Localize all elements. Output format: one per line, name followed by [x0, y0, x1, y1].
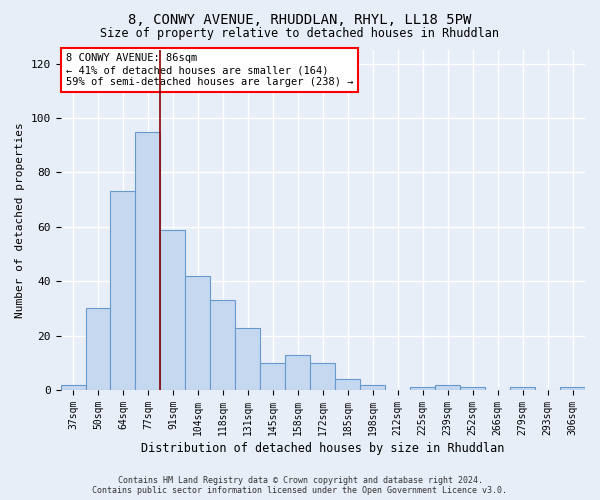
Bar: [410, 388, 435, 390]
Bar: [335, 379, 360, 390]
Bar: [310, 363, 335, 390]
X-axis label: Distribution of detached houses by size in Rhuddlan: Distribution of detached houses by size …: [141, 442, 505, 455]
Text: Contains HM Land Registry data © Crown copyright and database right 2024.
Contai: Contains HM Land Registry data © Crown c…: [92, 476, 508, 495]
Bar: [136, 132, 160, 390]
Bar: [460, 388, 485, 390]
Bar: [160, 230, 185, 390]
Text: 8, CONWY AVENUE, RHUDDLAN, RHYL, LL18 5PW: 8, CONWY AVENUE, RHUDDLAN, RHYL, LL18 5P…: [128, 12, 472, 26]
Y-axis label: Number of detached properties: Number of detached properties: [15, 122, 25, 318]
Bar: [435, 384, 460, 390]
Bar: [235, 328, 260, 390]
Text: Size of property relative to detached houses in Rhuddlan: Size of property relative to detached ho…: [101, 28, 499, 40]
Bar: [286, 354, 310, 390]
Bar: [510, 388, 535, 390]
Text: 8 CONWY AVENUE: 86sqm
← 41% of detached houses are smaller (164)
59% of semi-det: 8 CONWY AVENUE: 86sqm ← 41% of detached …: [66, 54, 353, 86]
Bar: [560, 388, 585, 390]
Bar: [360, 384, 385, 390]
Bar: [260, 363, 286, 390]
Bar: [86, 308, 110, 390]
Bar: [211, 300, 235, 390]
Bar: [61, 384, 86, 390]
Bar: [110, 192, 136, 390]
Bar: [185, 276, 211, 390]
